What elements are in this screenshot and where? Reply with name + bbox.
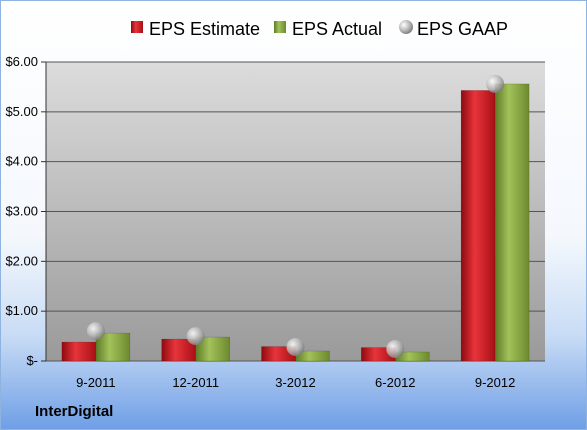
y-tick-label: $2.00 <box>5 253 38 268</box>
bar-eps-estimate <box>460 90 496 362</box>
bar-eps-actual <box>494 83 530 362</box>
x-tick-label: 9-2011 <box>76 375 116 390</box>
y-tick-label: $5.00 <box>5 104 38 119</box>
x-tick-label: 3-2012 <box>275 375 315 390</box>
legend-swatch-estimate <box>131 21 143 33</box>
x-tick-label: 9-2012 <box>475 375 515 390</box>
marker-eps-gaap <box>386 340 405 359</box>
y-tick-label: $4.00 <box>5 154 38 169</box>
x-axis-ticks: 9-2011 12-2011 3-2012 6-2012 9-2012 <box>76 375 515 390</box>
y-tick-label: $- <box>26 353 38 368</box>
marker-eps-gaap <box>86 322 105 341</box>
y-tick-label: $3.00 <box>5 204 38 219</box>
marker-eps-gaap <box>486 74 505 93</box>
bar-eps-estimate <box>61 341 97 362</box>
marker-eps-gaap <box>286 338 305 357</box>
marker-eps-gaap <box>186 327 205 346</box>
legend-swatch-gaap <box>399 20 413 34</box>
y-tick-label: $1.00 <box>5 303 38 318</box>
legend-label-actual: EPS Actual <box>292 19 382 39</box>
legend: EPS Estimate EPS Actual EPS GAAP <box>131 19 508 39</box>
gaap-markers <box>86 74 505 359</box>
x-tick-label: 6-2012 <box>375 375 415 390</box>
bars <box>61 83 530 362</box>
legend-label-gaap: EPS GAAP <box>417 19 508 39</box>
legend-label-estimate: EPS Estimate <box>149 19 260 39</box>
bar-eps-actual <box>195 336 230 362</box>
x-tick-label: 12-2011 <box>172 375 219 390</box>
y-tick-label: $6.00 <box>5 54 38 69</box>
y-axis-ticks: $- $1.00 $2.00 $3.00 $4.00 $5.00 $6.00 <box>5 54 38 368</box>
company-name: InterDigital <box>35 403 114 420</box>
legend-swatch-actual <box>274 21 286 33</box>
